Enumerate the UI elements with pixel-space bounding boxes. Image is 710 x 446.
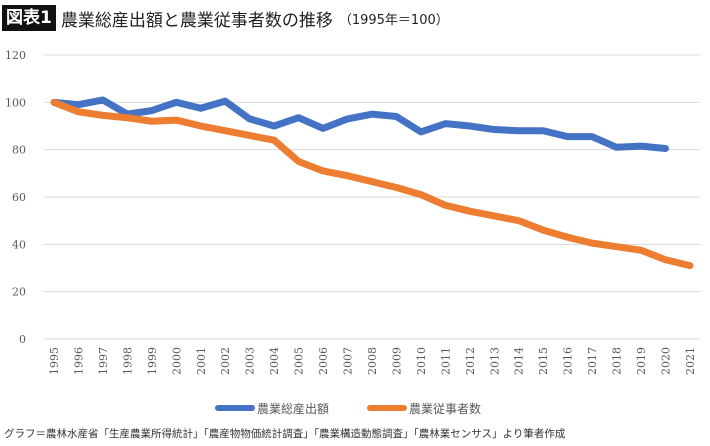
- legend-label: 農業従事者数: [409, 401, 481, 416]
- x-tick-label: 2017: [586, 347, 599, 375]
- y-tick-label: 20: [12, 286, 26, 299]
- y-tick-label: 80: [12, 144, 26, 157]
- x-tick-label: 2016: [562, 347, 575, 375]
- chart-title: 農業総産出額と農業従事者数の推移: [60, 10, 333, 31]
- x-tick-label: 2007: [342, 347, 355, 375]
- x-tick-label: 2004: [268, 347, 281, 375]
- x-tick-label: 2015: [537, 347, 550, 375]
- x-tick-label: 2002: [219, 347, 232, 375]
- y-tick-label: 0: [19, 333, 26, 346]
- x-tick-label: 2020: [660, 347, 673, 375]
- x-tick-label: 2003: [244, 347, 257, 375]
- x-tick-label: 2012: [464, 347, 477, 375]
- legend-label: 農業総産出額: [257, 401, 329, 416]
- source-note: グラフ＝農林水産省「生産農業所得統計」「農産物物価統計調査」「農業構造動態調査」…: [4, 428, 566, 440]
- header: 図表1 農業総産出額と農業従事者数の推移 （1995年＝100）: [2, 4, 449, 32]
- series-line-1: [50, 96, 669, 152]
- x-tick-label: 2008: [366, 347, 379, 375]
- x-tick-label: 2001: [195, 347, 208, 375]
- x-tick-label: 1999: [146, 347, 159, 375]
- x-tick-label: 2014: [513, 347, 526, 375]
- x-tick-label: 1997: [97, 347, 110, 375]
- chart-subtitle: （1995年＝100）: [338, 12, 449, 28]
- x-tick-label: 2005: [293, 347, 306, 375]
- x-tick-label: 2019: [635, 347, 648, 375]
- y-tick-label: 60: [12, 191, 26, 204]
- x-tick-label: 2009: [390, 347, 403, 375]
- y-tick-label: 100: [5, 96, 26, 109]
- x-tick-label: 2010: [415, 347, 428, 375]
- figure-badge: 図表1: [2, 5, 56, 31]
- x-tick-label: 1995: [48, 347, 61, 375]
- series-line-2: [50, 98, 694, 270]
- x-tick-label: 2000: [170, 347, 183, 375]
- x-tick-label: 2021: [684, 347, 697, 375]
- x-tick-label: 2013: [488, 347, 501, 375]
- x-tick-label: 2006: [317, 347, 330, 375]
- y-tick-label: 40: [12, 238, 26, 251]
- y-tick-label: 120: [5, 49, 26, 62]
- x-tick-label: 1996: [72, 347, 85, 375]
- x-tick-label: 1998: [121, 347, 134, 375]
- x-tick-label: 2018: [611, 347, 624, 375]
- x-tick-label: 2011: [439, 347, 452, 375]
